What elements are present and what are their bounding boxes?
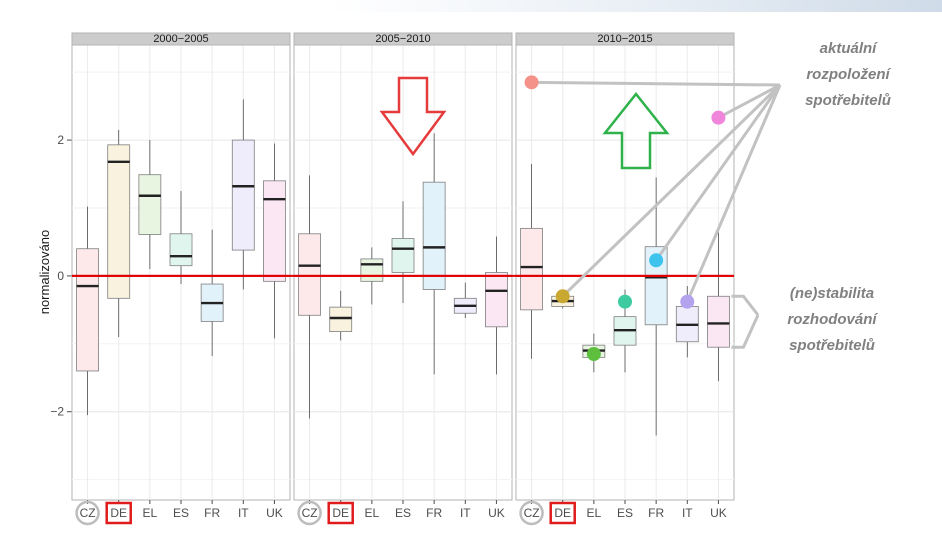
x-tick-label: EL [143,506,158,520]
x-tick-label: EL [365,506,380,520]
annotation-bottom-line: spotřebitelů [789,337,875,354]
annotation-connector [561,83,782,298]
annotation-connector [654,84,782,262]
bracket-connector [731,294,760,316]
box-it [231,139,255,251]
box-el [138,174,162,235]
point-el [586,346,601,361]
box-cz [76,248,99,372]
annotation-bottom-line: (ne)stabilita [790,285,874,302]
point-de [555,289,570,304]
x-tick-label: DE [332,506,349,520]
x-tick-label: CZ [302,506,318,520]
bracket-connector [731,314,760,349]
y-tick-label: 2 [57,133,64,147]
up-arrow [602,91,670,170]
panel-title: 2005−2010 [375,33,430,45]
box-es [391,238,415,273]
x-tick-label: IT [460,506,471,520]
box-uk [707,295,730,348]
box-de [107,144,131,299]
panel-strip [71,32,291,46]
category-box-highlight [105,501,132,525]
box-cz [520,227,543,311]
box-cz [298,233,321,316]
y-tick-label: 0 [57,269,64,283]
x-tick-label: FR [204,506,220,520]
point-fr [649,253,664,268]
x-tick-label: EL [587,506,602,520]
x-tick-label: UK [266,506,283,520]
category-box-highlight [327,501,354,525]
x-tick-label: IT [682,506,693,520]
x-tick-label: ES [617,506,633,520]
panel-strip [293,32,513,46]
box-fr [422,181,446,290]
header-band [0,0,942,12]
point-uk [711,110,726,125]
x-tick-label: FR [426,506,442,520]
panel-title: 2000−2005 [153,33,208,45]
x-tick-label: ES [395,506,411,520]
annotation-top-line: rozpoložení [806,66,891,83]
x-tick-label: IT [238,506,249,520]
y-tick-label: −2 [50,405,64,419]
panel-strip [515,32,735,46]
annotation-top-line: spotřebitelů [805,92,891,109]
x-tick-label: DE [110,506,127,520]
annotation-bottom-line: rozhodování [787,311,878,328]
annotation-connector [531,80,781,87]
x-tick-label: CZ [524,506,540,520]
y-axis-label: normalizováno [37,230,52,315]
x-tick-label: FR [648,506,664,520]
down-arrow [379,76,447,157]
panel-title: 2010−2015 [597,33,652,45]
category-circle-highlight [297,500,322,526]
box-es [169,233,193,267]
annotation-connector [717,83,781,119]
point-it [680,294,695,309]
x-tick-label: DE [554,506,571,520]
x-tick-label: ES [173,506,189,520]
box-uk [263,180,286,282]
annotation-top-line: aktuální [820,40,879,57]
x-tick-label: CZ [80,506,96,520]
box-fr [644,246,668,326]
box-el [360,258,384,282]
category-circle-highlight [519,500,544,526]
x-tick-label: UK [488,506,505,520]
x-tick-label: UK [710,506,727,520]
point-cz [524,75,539,90]
category-box-highlight [549,501,576,525]
point-es [618,294,632,309]
annotation-connector [685,84,782,303]
box-uk [485,272,508,328]
box-de [329,306,353,332]
category-circle-highlight [75,500,100,526]
